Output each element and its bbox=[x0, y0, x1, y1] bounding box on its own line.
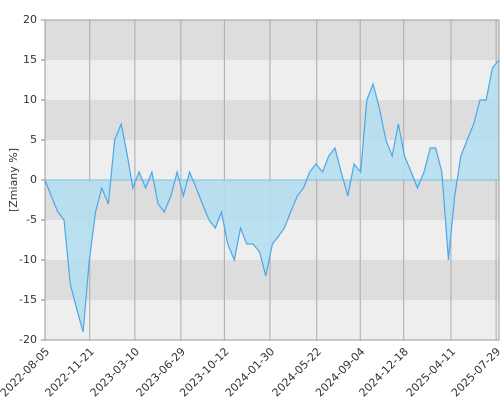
area bbox=[45, 60, 499, 332]
background-band bbox=[45, 60, 499, 100]
background-band bbox=[45, 20, 499, 60]
y-tick-label: 0 bbox=[30, 173, 37, 186]
y-tick-label: -15 bbox=[19, 293, 37, 306]
y-tick-label: -10 bbox=[19, 253, 37, 266]
y-tick-label: -5 bbox=[26, 213, 37, 226]
y-tick-label: 15 bbox=[23, 53, 37, 66]
y-tick-label: 10 bbox=[23, 93, 37, 106]
background-band bbox=[45, 100, 499, 140]
line bbox=[44, 59, 500, 333]
y-tick-label: 5 bbox=[30, 133, 37, 146]
background-band bbox=[45, 260, 499, 300]
plot-frame bbox=[44, 19, 500, 341]
y-tick-label: -20 bbox=[19, 333, 37, 346]
y-tick-label: 20 bbox=[23, 13, 37, 26]
y-axis-label: [Zmiany %] bbox=[7, 148, 20, 212]
background-band bbox=[45, 300, 499, 340]
x-tick-label: 2024-01-30 bbox=[223, 345, 277, 399]
